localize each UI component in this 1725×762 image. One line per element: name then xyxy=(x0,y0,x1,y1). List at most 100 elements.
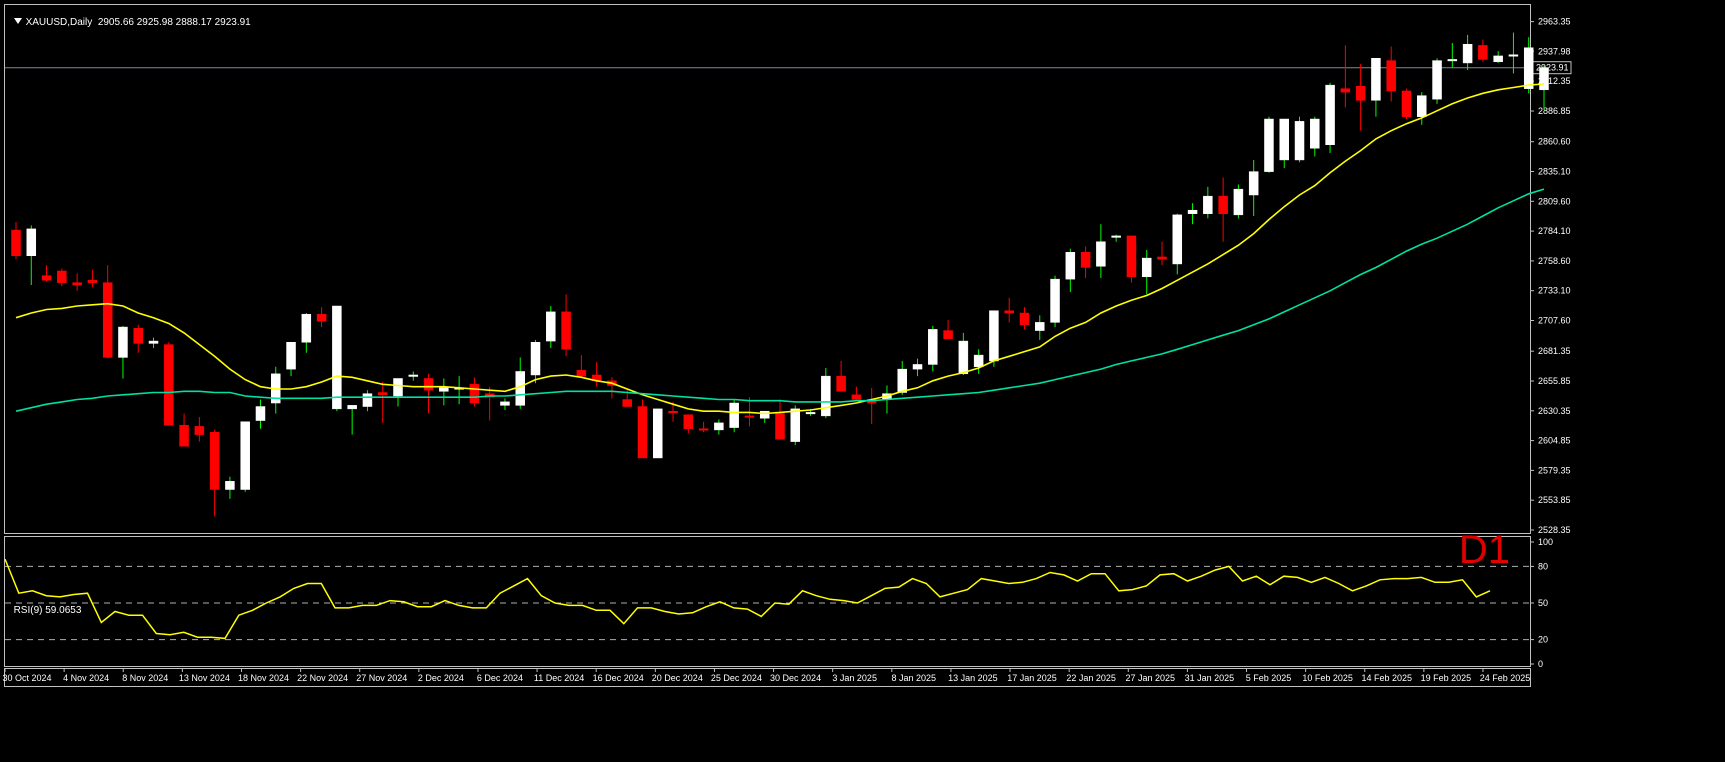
date-tick-label: 27 Nov 2024 xyxy=(356,673,407,683)
candle-body xyxy=(133,327,143,344)
date-tick-label: 16 Dec 2024 xyxy=(593,673,644,683)
price-tick-label: 2579.35 xyxy=(1538,465,1571,475)
price-tick-label: 2784.10 xyxy=(1538,226,1571,236)
candle-body xyxy=(1508,54,1519,57)
price-tick-label: 2733.10 xyxy=(1538,286,1571,296)
candle-body xyxy=(1478,45,1488,60)
date-tick-label: 17 Jan 2025 xyxy=(1007,673,1057,683)
candle-body xyxy=(759,410,770,419)
price-tick-label: 2604.85 xyxy=(1538,436,1571,446)
price-tick-label: 2528.35 xyxy=(1538,525,1571,535)
candle-body xyxy=(1417,95,1427,117)
price-tick-label: 2860.60 xyxy=(1538,137,1571,147)
candle-body xyxy=(851,394,862,400)
candle-body xyxy=(683,414,694,429)
date-tick-label: 6 Dec 2024 xyxy=(477,673,523,683)
candle-body xyxy=(332,305,342,410)
rsi-line xyxy=(4,558,1491,640)
candle-body xyxy=(1294,121,1305,161)
candle-body xyxy=(255,406,266,421)
candle-body xyxy=(821,375,831,417)
ma-slow-line xyxy=(15,188,1545,412)
candle-body xyxy=(469,384,480,404)
candle-body xyxy=(1325,84,1335,145)
candle-body xyxy=(653,408,663,459)
candle-body xyxy=(1432,60,1442,100)
price-tick-label: 2758.60 xyxy=(1538,256,1571,266)
candle-body xyxy=(423,378,434,391)
candle-body xyxy=(1004,310,1014,314)
candle-body xyxy=(1218,195,1228,214)
candle-body xyxy=(1386,60,1396,92)
date-tick-label: 22 Nov 2024 xyxy=(297,673,348,683)
candle-body xyxy=(11,229,21,257)
chart-header: XAUUSD,Daily 2905.66 2925.98 2888.17 292… xyxy=(8,6,251,28)
date-tick-label: 10 Feb 2025 xyxy=(1302,673,1353,683)
candle-body xyxy=(1035,322,1045,331)
collapse-triangle-icon[interactable] xyxy=(13,18,22,24)
candle-body xyxy=(958,340,969,375)
candle-body xyxy=(805,412,816,415)
candle-body xyxy=(393,378,403,397)
candle-body xyxy=(41,275,52,281)
date-tick-label: 5 Feb 2025 xyxy=(1246,673,1292,683)
candle-body xyxy=(1279,118,1289,161)
candle-body xyxy=(316,313,327,322)
candle-body xyxy=(377,392,388,396)
price-tick-label: 2630.35 xyxy=(1538,406,1571,416)
rsi-tick-label: 0 xyxy=(1538,659,1543,669)
candle-body xyxy=(1447,59,1458,62)
price-tick-label: 2835.10 xyxy=(1538,167,1571,177)
date-tick-label: 27 Jan 2025 xyxy=(1126,673,1176,683)
candle-body xyxy=(1203,195,1213,214)
ma-fast-line xyxy=(15,83,1545,415)
candle-body xyxy=(561,311,571,350)
candle-body xyxy=(698,428,709,431)
date-tick-label: 30 Dec 2024 xyxy=(770,673,821,683)
candle-body xyxy=(1310,118,1320,149)
candle-body xyxy=(1462,43,1473,64)
date-tick-label: 13 Nov 2024 xyxy=(179,673,230,683)
candle-body xyxy=(714,422,724,431)
candle-body xyxy=(301,313,312,343)
date-tick-label: 22 Jan 2025 xyxy=(1066,673,1116,683)
candle-body xyxy=(1065,252,1076,280)
rsi-tick-label: 20 xyxy=(1538,635,1548,645)
candle-body xyxy=(118,326,128,358)
candle-body xyxy=(102,282,113,358)
date-tick-label: 2 Dec 2024 xyxy=(418,673,464,683)
date-tick-label: 4 Nov 2024 xyxy=(63,673,109,683)
price-tick-label: 2655.85 xyxy=(1538,376,1571,386)
rsi-tick-label: 50 xyxy=(1538,598,1548,608)
candle-body xyxy=(87,280,98,283)
candle-body xyxy=(1019,312,1030,325)
date-tick-label: 13 Jan 2025 xyxy=(948,673,998,683)
candle-body xyxy=(668,410,678,413)
price-tick-label: 2886.85 xyxy=(1538,106,1571,116)
candle-body xyxy=(1355,86,1366,101)
candle-body xyxy=(1157,256,1167,260)
rsi-pane-frame xyxy=(4,536,1531,667)
candle-body xyxy=(546,311,556,342)
date-tick-label: 31 Jan 2025 xyxy=(1185,673,1235,683)
main-pane-frame xyxy=(4,4,1531,534)
date-tick-label: 24 Feb 2025 xyxy=(1480,673,1531,683)
candle-body xyxy=(439,387,449,392)
candle-body xyxy=(1248,171,1259,196)
date-tick-label: 14 Feb 2025 xyxy=(1361,673,1412,683)
candle-body xyxy=(347,405,357,410)
candle-body xyxy=(1126,235,1137,278)
date-tick-label: 19 Feb 2025 xyxy=(1421,673,1472,683)
candle-body xyxy=(836,375,846,392)
candle-body xyxy=(576,370,587,377)
candle-body xyxy=(989,310,999,362)
candle-body xyxy=(1187,209,1198,214)
candle-body xyxy=(943,330,953,339)
rsi-tick-label: 80 xyxy=(1538,561,1548,571)
candle-body xyxy=(1080,252,1091,268)
candle-body xyxy=(530,341,541,376)
candle-body xyxy=(1096,241,1106,267)
timeframe-label: D1 xyxy=(1458,528,1510,572)
price-tick-label: 2963.35 xyxy=(1538,17,1571,27)
date-tick-label: 8 Nov 2024 xyxy=(122,673,168,683)
